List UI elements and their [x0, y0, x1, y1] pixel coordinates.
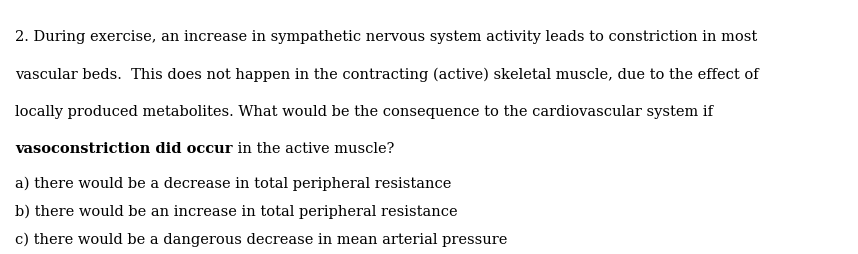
Text: a) there would be a decrease in total peripheral resistance: a) there would be a decrease in total pe…: [15, 177, 452, 191]
Text: in the active muscle?: in the active muscle?: [233, 142, 395, 156]
Text: b) there would be an increase in total peripheral resistance: b) there would be an increase in total p…: [15, 204, 458, 219]
Text: locally produced metabolites. What would be the consequence to the cardiovascula: locally produced metabolites. What would…: [15, 105, 714, 119]
Text: 2. During exercise, an increase in sympathetic nervous system activity leads to : 2. During exercise, an increase in sympa…: [15, 30, 758, 44]
Text: vasoconstriction did occur: vasoconstriction did occur: [15, 142, 233, 156]
Text: vascular beds.  This does not happen in the contracting (active) skeletal muscle: vascular beds. This does not happen in t…: [15, 67, 759, 82]
Text: c) there would be a dangerous decrease in mean arterial pressure: c) there would be a dangerous decrease i…: [15, 232, 508, 247]
